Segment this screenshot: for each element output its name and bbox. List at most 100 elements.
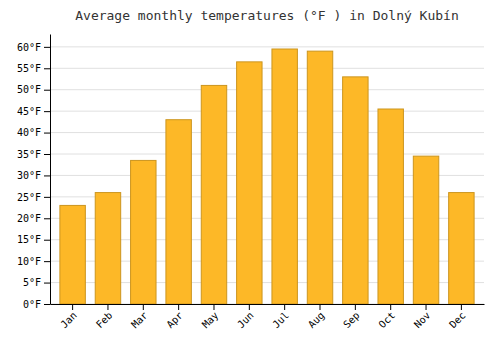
x-tick: May — [200, 304, 221, 330]
x-tick-label: Jan — [58, 310, 79, 331]
grid-line — [50, 154, 484, 155]
x-tick-mark — [355, 304, 356, 310]
grid-line — [50, 111, 484, 112]
bar — [166, 120, 191, 304]
grid-line — [50, 132, 484, 133]
x-tick: Apr — [164, 304, 185, 330]
x-tick-mark — [178, 304, 179, 310]
bar — [131, 160, 156, 304]
y-axis-line — [50, 35, 51, 305]
y-tick-label: 15°F — [17, 234, 41, 245]
y-tick-mark — [44, 47, 50, 48]
grid-line — [50, 68, 484, 69]
x-tick: Jul — [270, 304, 291, 330]
y-tick: 50°F — [17, 84, 50, 95]
y-tick-label: 5°F — [23, 277, 41, 288]
x-tick: Jan — [58, 304, 79, 330]
x-tick-mark — [72, 304, 73, 310]
y-tick-label: 0°F — [23, 299, 41, 310]
y-tick: 40°F — [17, 127, 50, 138]
x-tick-mark — [143, 304, 144, 310]
bar — [413, 156, 438, 304]
x-tick-label: May — [200, 310, 221, 331]
y-tick: 25°F — [17, 192, 50, 203]
y-tick-mark — [44, 240, 50, 241]
x-tick-mark — [284, 304, 285, 310]
x-tick-label: Dec — [447, 310, 468, 331]
x-tick-mark — [461, 304, 462, 310]
bar — [449, 193, 474, 304]
grid — [50, 47, 484, 304]
x-tick: Dec — [447, 304, 468, 330]
x-tick-label: Jun — [235, 310, 256, 331]
x-tick: Nov — [412, 304, 433, 330]
x-tick-label: Oct — [377, 310, 398, 331]
grid-line — [50, 89, 484, 90]
x-tick-mark — [107, 304, 108, 310]
bar — [201, 85, 226, 304]
x-axis-line — [51, 304, 485, 305]
x-tick-mark — [320, 304, 321, 310]
x-tick: Sep — [341, 304, 362, 330]
y-tick: 20°F — [17, 213, 50, 224]
y-tick-label: 20°F — [17, 213, 41, 224]
y-tick: 30°F — [17, 170, 50, 181]
y-tick-mark — [44, 283, 50, 284]
x-tick-label: Sep — [341, 310, 362, 331]
y-tick: 5°F — [23, 277, 50, 288]
x-tick-label: Mar — [129, 310, 150, 331]
x-axis: Jan Feb Mar Apr May Jun Jul Aug Sep Oct Nov Dec — [51, 304, 485, 330]
x-tick: Feb — [94, 304, 115, 330]
y-tick-label: 40°F — [17, 127, 41, 138]
y-tick: 0°F — [23, 299, 50, 310]
y-tick-label: 50°F — [17, 84, 41, 95]
x-tick: Aug — [306, 304, 327, 330]
x-tick-mark — [426, 304, 427, 310]
bar — [307, 51, 332, 304]
y-tick-mark — [44, 133, 50, 134]
bar — [272, 49, 297, 304]
y-tick-mark — [44, 68, 50, 69]
x-tick-mark — [213, 304, 214, 310]
y-tick-mark — [44, 111, 50, 112]
x-tick-label: Apr — [164, 310, 185, 331]
x-tick-label: Jul — [270, 310, 291, 331]
x-tick-label: Nov — [412, 310, 433, 331]
x-tick-mark — [249, 304, 250, 310]
plot-area — [60, 49, 474, 304]
y-tick-mark — [44, 90, 50, 91]
bar — [378, 109, 403, 304]
bar — [95, 193, 120, 304]
title: Average monthly temperatures (°F ) in Do… — [75, 8, 459, 23]
x-tick: Jun — [235, 304, 256, 330]
y-tick-label: 45°F — [17, 106, 41, 117]
bar — [343, 77, 368, 304]
chart: 0°F 5°F 10°F 15°F 20°F 25°F 30°F 35°F 40°F 45°F 50… — [0, 0, 500, 350]
bar — [60, 205, 85, 304]
y-tick: 60°F — [17, 42, 50, 53]
y-tick-mark — [44, 197, 50, 198]
y-tick-label: 30°F — [17, 170, 41, 181]
grid-line — [50, 46, 484, 47]
bar — [237, 62, 262, 304]
y-axis: 0°F 5°F 10°F 15°F 20°F 25°F 30°F 35°F 40°F 45°F 50… — [17, 35, 51, 310]
y-tick-mark — [44, 175, 50, 176]
y-tick: 10°F — [17, 256, 50, 267]
x-tick: Oct — [377, 304, 398, 330]
y-tick-label: 55°F — [17, 63, 41, 74]
y-tick-mark — [44, 218, 50, 219]
y-tick: 35°F — [17, 149, 50, 160]
y-tick-mark — [44, 154, 50, 155]
y-tick-mark — [44, 261, 50, 262]
y-tick-label: 35°F — [17, 149, 41, 160]
x-tick: Mar — [129, 304, 150, 330]
y-tick: 15°F — [17, 234, 50, 245]
y-tick-mark — [44, 304, 50, 305]
x-tick-label: Aug — [306, 310, 327, 331]
y-tick-label: 60°F — [17, 42, 41, 53]
x-tick-label: Feb — [94, 310, 115, 331]
x-tick-mark — [390, 304, 391, 310]
y-tick-label: 25°F — [17, 192, 41, 203]
y-tick: 55°F — [17, 63, 50, 74]
y-tick: 45°F — [17, 106, 50, 117]
